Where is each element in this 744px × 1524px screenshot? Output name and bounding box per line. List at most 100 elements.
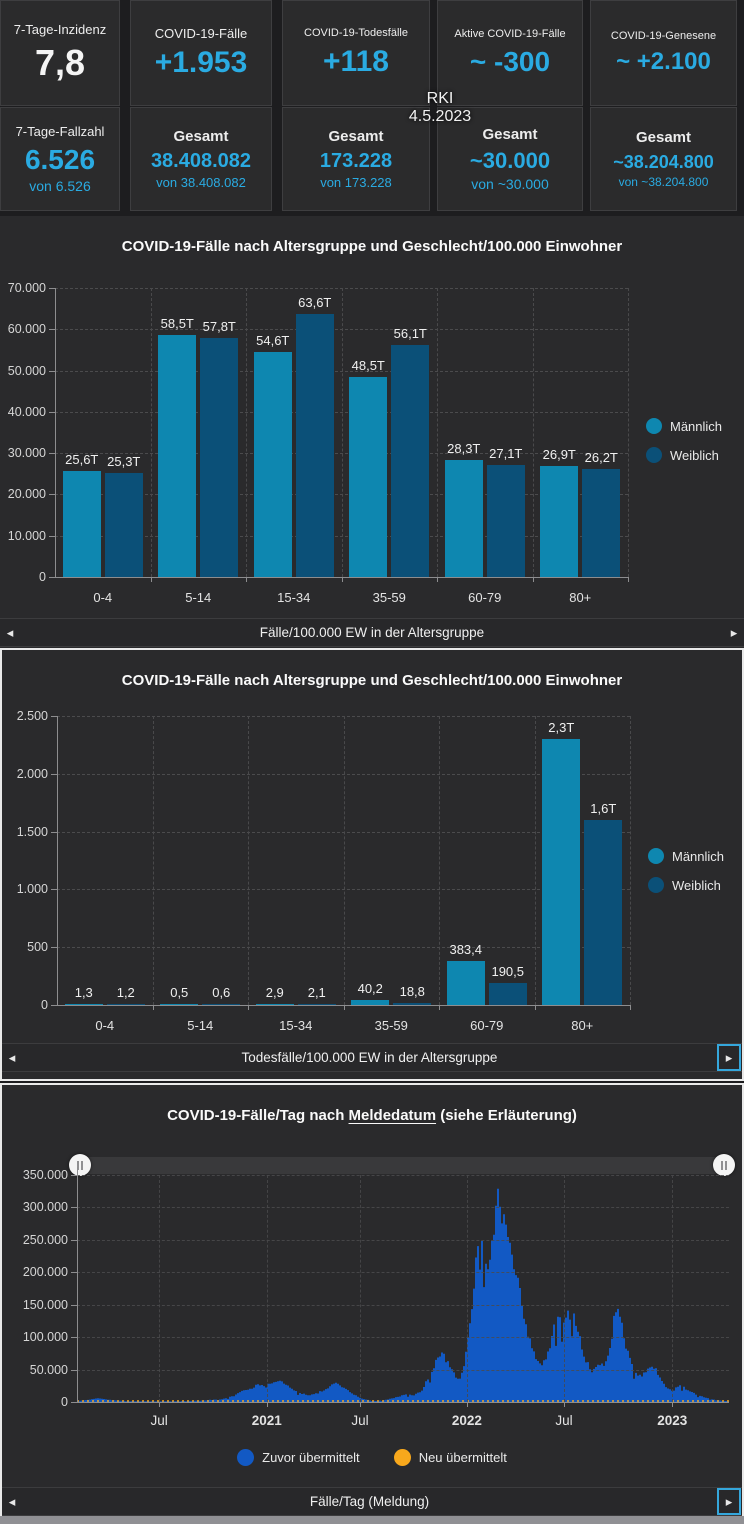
stat-value: +118 bbox=[323, 44, 389, 78]
bar-value-label: 48,5T bbox=[351, 357, 385, 373]
stat-card-faelle-gesamt: Gesamt 38.408.082 von 38.408.082 bbox=[130, 107, 272, 211]
x-axis-line bbox=[55, 577, 628, 578]
stat-card-aktive-gesamt: Gesamt ~30.000 von ~30.000 bbox=[437, 107, 583, 211]
rki-date-overlay: RKI 4.5.2023 bbox=[380, 90, 500, 125]
bar-weiblich-80+ bbox=[582, 468, 621, 577]
bar-value-label: 28,3T bbox=[447, 441, 481, 457]
chart-title: COVID-19-Fälle nach Altersgruppe und Ges… bbox=[121, 238, 623, 255]
stat-card-genesene-gesamt: Gesamt ~38.204.800 von ~38.204.800 bbox=[590, 107, 737, 211]
legend-label: Weiblich bbox=[670, 447, 719, 463]
time-range-slider-track[interactable] bbox=[77, 1157, 729, 1174]
x-axis-tick bbox=[437, 577, 438, 582]
gridline bbox=[341, 288, 343, 577]
scroll-left-button[interactable]: ◂ bbox=[8, 1050, 16, 1065]
gridline bbox=[439, 716, 440, 1005]
x-axis-line bbox=[77, 1402, 729, 1403]
gridline bbox=[77, 1337, 729, 1339]
x-axis-tick bbox=[150, 577, 152, 582]
bar-männlich-60-79 bbox=[446, 960, 485, 1005]
x-axis-category-label: 5-14 bbox=[187, 1018, 214, 1033]
y-axis-line bbox=[55, 288, 56, 577]
title-prefix: COVID-19-Fälle/Tag nach bbox=[167, 1107, 349, 1124]
y-axis-tick bbox=[71, 1402, 77, 1403]
stat-subvalue: von 173.228 bbox=[320, 175, 392, 191]
legend-label: Zuvor übermittelt bbox=[262, 1450, 360, 1465]
bottom-scrollbar-strip[interactable] bbox=[0, 1516, 744, 1524]
y-axis-tick bbox=[49, 370, 55, 372]
y-axis-tick-label: 50.000 bbox=[7, 363, 46, 378]
area-chart-daily-cases: 350.000 300.000 250.000 200.000 150.000 100.0… bbox=[2, 1085, 742, 1514]
legend-color-dot bbox=[648, 848, 664, 864]
legend-item-weiblich: Weiblich bbox=[646, 447, 722, 463]
scroll-right-button-focused[interactable]: ▸ bbox=[717, 1488, 741, 1515]
y-axis-tick-label: 0 bbox=[39, 570, 46, 584]
bar-chart-deaths-by-age: 2.500 2.000 1.500 1.000 500 0 0-4 1,3 1,2 5-14 0,5… bbox=[2, 650, 742, 1079]
y-axis-tick-label: 1.500 bbox=[16, 824, 48, 839]
x-axis-tick bbox=[359, 1402, 361, 1407]
rki-label: RKI bbox=[426, 90, 454, 107]
stat-column-2: COVID-19-Fälle +1.953 Gesamt 38.408.082 … bbox=[130, 0, 272, 211]
x-axis-tick-label: 2022 bbox=[451, 1413, 482, 1428]
legend-color-dot bbox=[646, 418, 662, 434]
bar-männlich-5-14 bbox=[160, 1004, 199, 1005]
y-axis-tick bbox=[71, 1175, 77, 1176]
y-axis-tick-label: 1.000 bbox=[16, 882, 48, 897]
y-axis-tick bbox=[51, 773, 57, 775]
gridline bbox=[630, 716, 631, 1005]
footer-label: Todesfälle/100.000 EW in der Altersgrupp… bbox=[241, 1050, 498, 1065]
x-axis-tick bbox=[466, 1402, 468, 1407]
y-axis-tick-label: 50.000 bbox=[29, 1362, 68, 1377]
stat-column-3: COVID-19-Todesfälle +118 Gesamt 173.228 … bbox=[282, 0, 430, 211]
footer-label: Fälle/100.000 EW in der Altersgruppe bbox=[259, 625, 485, 640]
bar-value-label: 40,2 bbox=[357, 981, 383, 997]
x-axis-tick-label: Jul bbox=[351, 1413, 369, 1428]
x-axis-category-label: 35-59 bbox=[374, 1018, 408, 1033]
time-range-slider-handle-left[interactable] bbox=[69, 1154, 91, 1176]
x-axis-tick-label: Jul bbox=[555, 1413, 573, 1428]
x-axis-tick bbox=[534, 1005, 536, 1010]
stat-label: Gesamt bbox=[635, 129, 692, 147]
bar-value-label: 2,9 bbox=[265, 985, 284, 1000]
x-axis-tick bbox=[564, 1402, 566, 1407]
time-range-slider-handle-right[interactable] bbox=[713, 1154, 735, 1176]
gridline bbox=[466, 1175, 468, 1402]
x-axis-tick-label: 2023 bbox=[657, 1413, 688, 1428]
y-axis-tick bbox=[51, 947, 57, 949]
x-axis-category-label: 5-14 bbox=[185, 590, 212, 605]
scroll-left-button[interactable]: ◂ bbox=[6, 625, 14, 640]
legend-item-männlich: Männlich bbox=[646, 418, 722, 434]
legend-label: Weiblich bbox=[672, 877, 721, 893]
bar-weiblich-80+ bbox=[584, 820, 623, 1005]
gridline bbox=[564, 1175, 566, 1402]
x-axis-category-label: 80+ bbox=[569, 590, 592, 605]
gridline bbox=[77, 1304, 729, 1306]
stat-value: ~38.204.800 bbox=[613, 151, 714, 172]
bar-männlich-0-4 bbox=[62, 471, 101, 577]
scroll-right-button-focused[interactable]: ▸ bbox=[717, 1044, 741, 1071]
x-axis-tick bbox=[246, 577, 247, 582]
stat-card-todesfaelle-gesamt: Gesamt 173.228 von 173.228 bbox=[282, 107, 430, 211]
y-axis-tick bbox=[49, 329, 55, 331]
legend-color-dot bbox=[393, 1449, 411, 1466]
x-axis-category-label: 0-4 bbox=[95, 1018, 115, 1033]
scroll-right-button[interactable]: ▸ bbox=[730, 625, 738, 640]
legend-item-neu-übermittelt: Neu übermittelt bbox=[393, 1449, 507, 1466]
gridline bbox=[77, 1272, 729, 1274]
stat-label: Gesamt bbox=[173, 127, 229, 145]
chart-footer: ◂ Fälle/Tag (Meldung) ▸ bbox=[2, 1487, 742, 1516]
y-axis-line bbox=[77, 1167, 78, 1402]
stat-label: Gesamt bbox=[482, 125, 538, 143]
stat-value: 173.228 bbox=[319, 150, 393, 173]
gridline bbox=[266, 1175, 268, 1402]
gridline bbox=[672, 1175, 674, 1402]
y-axis-tick bbox=[49, 494, 55, 496]
meldedatum-link[interactable]: Meldedatum bbox=[348, 1107, 437, 1124]
legend-item-männlich: Männlich bbox=[648, 848, 724, 864]
scroll-left-button[interactable]: ◂ bbox=[8, 1494, 16, 1509]
bar-männlich-15-34 bbox=[253, 351, 292, 577]
chart-panel-cases-by-age: COVID-19-Fälle nach Altersgruppe und Ges… bbox=[0, 216, 744, 648]
y-axis-tick bbox=[49, 453, 55, 455]
chart-footer: ◂ Fälle/100.000 EW in der Altersgruppe ▸ bbox=[0, 618, 744, 647]
legend-color-dot bbox=[646, 447, 662, 463]
